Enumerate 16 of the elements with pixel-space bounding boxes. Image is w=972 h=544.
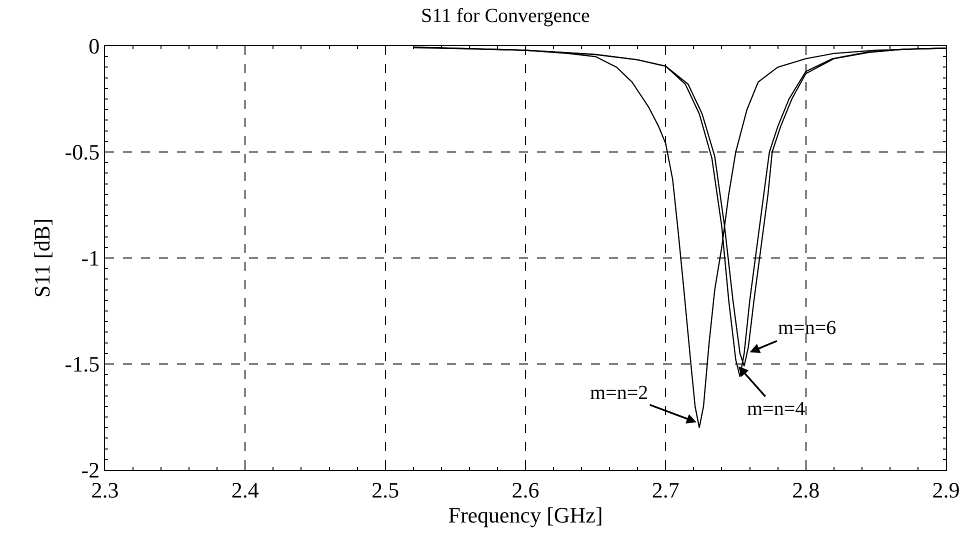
x-tick-label: 2.8 [792, 477, 820, 502]
y-tick-label: -1 [81, 246, 100, 271]
y-tick-label: -1.5 [64, 352, 100, 377]
x-tick-label: 2.5 [372, 477, 400, 502]
y-axis-title: S11 [dB] [30, 218, 55, 298]
x-tick-label: 2.9 [932, 477, 960, 502]
annotation: m=n=6 [778, 317, 836, 339]
chart-title: S11 for Convergence [421, 5, 590, 28]
y-tick-label: 0 [88, 34, 100, 59]
x-tick-label: 2.7 [652, 477, 680, 502]
x-tick-label: 2.4 [231, 477, 259, 502]
x-axis-title: Frequency [GHz] [448, 502, 603, 528]
annotation: m=n=4 [747, 398, 806, 420]
y-tick-label: -0.5 [64, 140, 100, 165]
annotation: m=n=2 [590, 382, 648, 404]
x-tick-label: 2.6 [512, 477, 540, 502]
